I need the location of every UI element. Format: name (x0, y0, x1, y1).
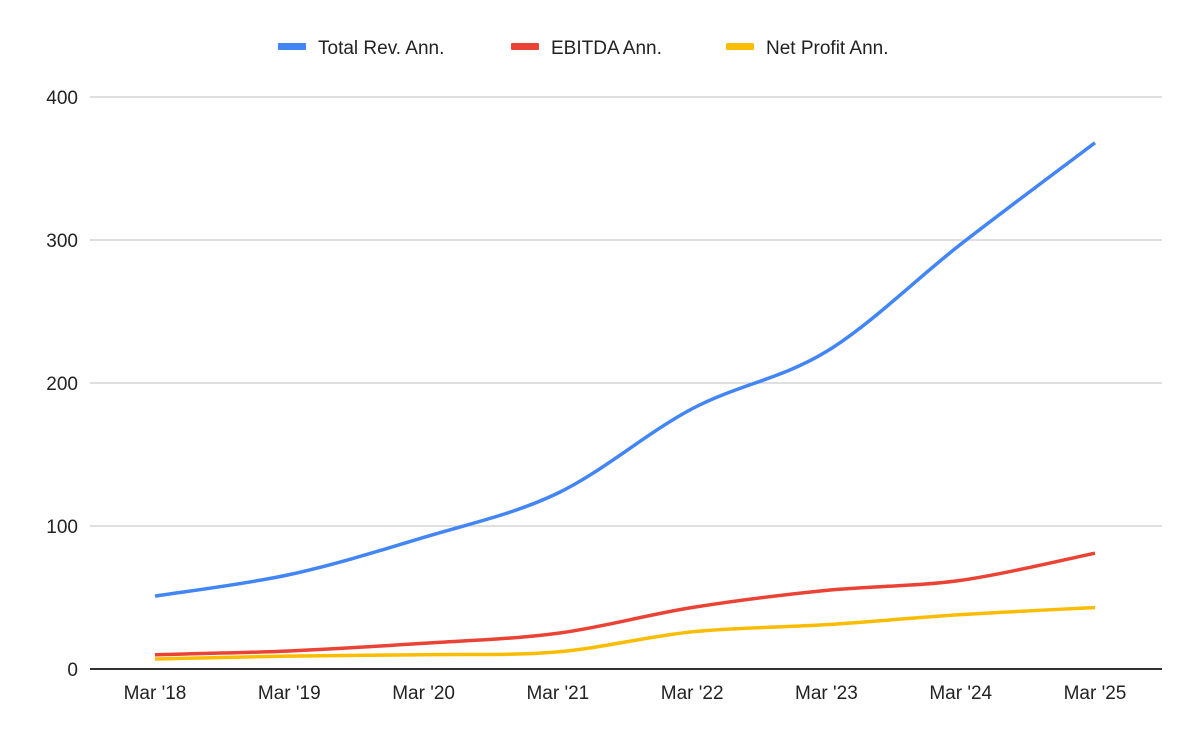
x-tick-label: Mar '20 (392, 683, 455, 704)
legend-swatch (278, 43, 306, 50)
x-tick-label: Mar '22 (661, 683, 724, 704)
x-tick-label: Mar '25 (1064, 683, 1127, 704)
legend-item[interactable]: Net Profit Ann. (726, 38, 889, 59)
legend-item[interactable]: EBITDA Ann. (511, 38, 662, 59)
y-tick-label: 300 (46, 231, 78, 252)
legend-label: Total Rev. Ann. (318, 38, 444, 59)
y-tick-label: 0 (67, 660, 78, 681)
gridlines (90, 96, 1162, 527)
legend-swatch (511, 43, 539, 50)
x-axis-ticks: Mar '18 Mar '19 Mar '20 Mar '21 Mar '22 Mar '… (124, 683, 1127, 704)
y-tick-label: 400 (46, 88, 78, 109)
x-tick-label: Mar '21 (526, 683, 589, 704)
legend-swatch (726, 43, 754, 50)
series-line-2 (154, 605, 1096, 661)
x-tick-label: Mar '18 (124, 683, 187, 704)
legend-label: Net Profit Ann. (766, 38, 889, 59)
x-tick-label: Mar '19 (258, 683, 321, 704)
series-line-1 (154, 551, 1096, 657)
series-lines (154, 141, 1097, 661)
legend-item[interactable]: Total Rev. Ann. (278, 38, 444, 59)
y-tick-label: 200 (46, 374, 78, 395)
legend: Total Rev. Ann. EBITDA Ann. Net Profit Ann… (278, 38, 889, 59)
x-tick-label: Mar '23 (795, 683, 858, 704)
y-axis-ticks: 0 100 200 300 400 (46, 88, 78, 681)
series-line-0 (154, 141, 1097, 598)
x-tick-label: Mar '24 (929, 683, 992, 704)
legend-label: EBITDA Ann. (551, 38, 662, 59)
y-tick-label: 100 (46, 517, 78, 538)
